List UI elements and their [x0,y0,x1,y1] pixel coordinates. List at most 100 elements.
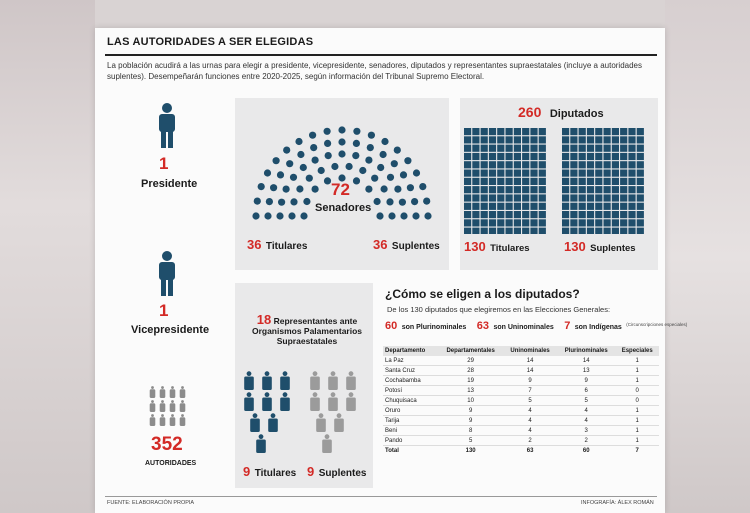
senator-seat [296,185,304,193]
senator-seat [352,152,360,160]
deputy-seat [578,177,586,185]
deputy-seat [562,152,570,161]
deputy-seat [505,144,513,152]
table-cell: Santa Cruz [383,365,439,376]
deputy-seat [595,169,603,177]
deputy-seat [595,211,603,219]
deputy-seat [570,227,578,234]
senator-seat [367,131,375,139]
senators-total: 72 [331,180,350,199]
deputy-seat [513,128,521,136]
deputy-seat [603,136,611,144]
senator-seat [365,156,373,164]
deputy-seat [595,144,603,152]
table-cell: Oruro [383,405,439,416]
deputy-seat [513,202,521,210]
deputy-seat [586,136,595,144]
deputy-seat [530,202,538,210]
titular-person-icon [262,392,272,411]
suplente-person-icon [328,371,338,390]
uni-count: 63 [476,320,489,332]
deputy-seat [611,161,619,169]
senator-seat [276,171,285,179]
background-left [0,0,95,513]
authorities-people-icon [149,386,186,426]
deputy-seat [562,161,570,169]
deputy-seat [578,227,586,234]
deputy-seat [513,227,521,234]
deputy-seat [628,128,636,136]
senator-seat [352,139,360,147]
senator-seat [286,160,294,168]
authority-person-icon [179,414,186,426]
deputy-seat [522,202,530,210]
senator-seat [393,146,401,154]
deputy-seat [611,136,619,144]
senator-seat [283,146,291,154]
ind-note: (Circunscripciones especiales) [626,322,688,328]
deputy-seat [480,194,488,202]
senator-seat [270,184,278,192]
deputy-seat [538,128,546,136]
deputy-seat [620,136,628,144]
senator-seat [295,137,303,146]
deputy-seat [522,152,530,161]
president-label: Presidente [141,178,198,190]
deputy-seat [620,177,628,185]
deputy-seat [497,219,505,227]
deputy-seat [488,161,497,169]
senator-seat [338,126,346,134]
deputy-seat [530,194,538,202]
table-cell: 14 [503,356,558,366]
deputy-seat [620,161,628,169]
deputy-seat [570,219,578,227]
table-cell: 4 [503,425,558,436]
deputy-seat [488,211,497,219]
senators-suplentes-label: Suplentes [391,241,440,252]
table-row: Cochabamba 19 9 9 1 [383,375,659,386]
background-right [665,0,750,513]
senator-seat [324,139,332,147]
titular-person-icon [280,371,290,390]
title-rule [105,54,657,56]
deputy-seat [464,128,472,136]
deputy-seat [586,177,595,185]
deputy-seat [611,202,619,210]
titular-person-icon [280,392,290,411]
table-cell: 0 [615,395,659,406]
deputy-seat [472,169,480,177]
deputy-seat [628,144,636,152]
deputy-seat [586,194,595,202]
deputy-seat [570,177,578,185]
deputy-seat [464,169,472,177]
deputy-seat [628,194,636,202]
deputy-seat [522,136,530,144]
deputy-seat [620,152,628,161]
deputy-seat [513,211,521,219]
deputy-seat [595,202,603,210]
deputy-seat [464,227,472,234]
authority-person-icon [179,400,186,412]
deputy-seat [480,177,488,185]
senator-seat [371,174,379,182]
senators-titulares: 36 Titulares [247,236,307,254]
deputy-seat [538,186,546,194]
authority-person-icon [159,386,166,398]
senator-seat [398,198,406,206]
deputy-seat [497,169,505,177]
deputy-seat [538,152,546,161]
deputies-titulares: 130 Titulares [464,238,530,256]
deputy-seat [538,219,546,227]
uni-label: son Uninominales [493,324,554,331]
deputy-seat [628,211,636,219]
table-cell: 63 [526,447,534,454]
senator-seat [278,198,286,206]
deputy-seat [538,136,546,144]
deputy-seat [628,186,636,194]
deputy-seat [578,128,586,136]
senator-seat [388,212,396,220]
page-title: LAS AUTORIDADES A SER ELEGIDAS [107,36,314,48]
deputy-seat [472,128,480,136]
senator-seat [406,184,414,192]
deputy-seat [497,128,505,136]
